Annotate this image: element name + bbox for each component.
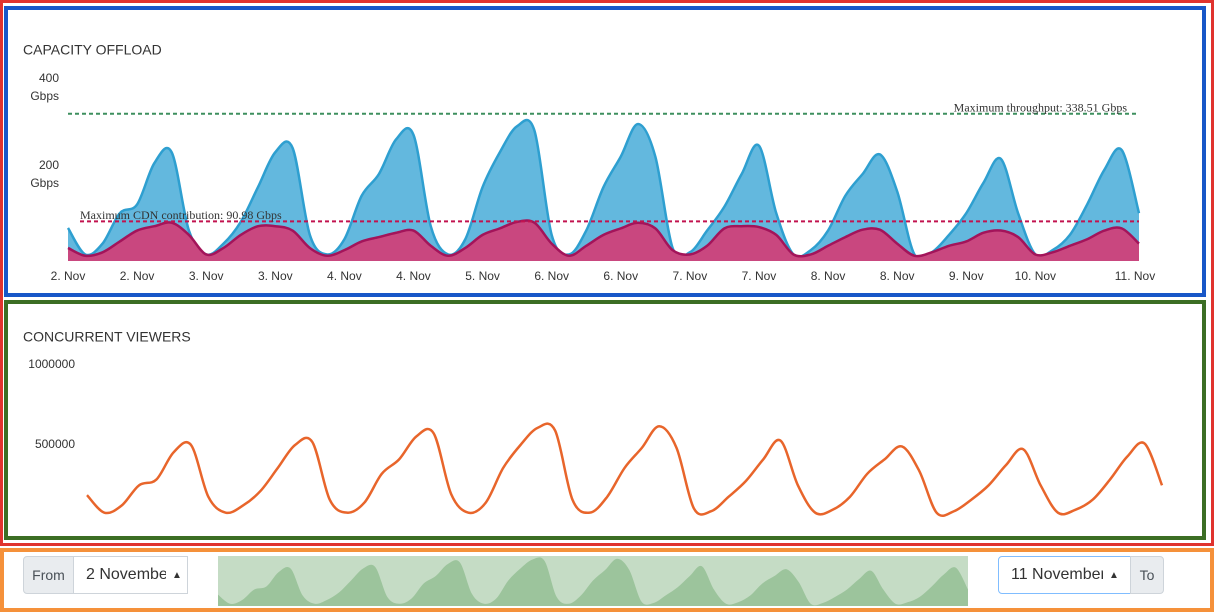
panel-offload (4, 6, 1206, 297)
x-tick-label: 8. Nov (880, 269, 915, 283)
plot-line-label: Maximum CDN contribution: 90.98 Gbps (80, 208, 282, 222)
area-line (67, 219, 1140, 258)
to-label: To (1130, 556, 1164, 594)
navigator-area (218, 557, 968, 606)
chart-title: CAPACITY OFFLOAD (23, 42, 162, 58)
area (68, 220, 1139, 261)
from-value: 2 November (86, 566, 166, 583)
panel-controls (0, 548, 1214, 612)
y-tick-label: 400 Gbps (30, 71, 59, 103)
x-tick-label: 11. Nov (1115, 269, 1155, 283)
frame (0, 0, 1214, 546)
y-tick-label: 200 Gbps (30, 158, 59, 190)
x-tick-label: 3. Nov (189, 269, 224, 283)
select-arrow: ▲︎ (1109, 569, 1119, 581)
select-arrow: ▲︎ (172, 569, 182, 581)
panel-viewers (4, 300, 1206, 540)
area (68, 120, 1139, 261)
x-tick-label: 9. Nov (949, 269, 984, 283)
x-tick-label: 10. Nov (1015, 269, 1056, 283)
to-select[interactable]: 11 November ▲︎ (998, 556, 1131, 594)
to-value: 11 November (1011, 566, 1103, 583)
y-tick-label: 1000000 (28, 357, 75, 371)
chart-title: CONCURRENT VIEWERS (23, 329, 191, 345)
line (86, 422, 1164, 517)
area-line (66, 118, 1141, 261)
x-tick-label: 4. Nov (396, 269, 431, 283)
x-tick-label: 6. Nov (603, 269, 638, 283)
from-label: From (23, 556, 74, 594)
y-tick-label: 500000 (35, 437, 75, 451)
x-tick-label: 2. Nov (51, 269, 86, 283)
x-tick-label: 5. Nov (465, 269, 500, 283)
x-tick-label: 3. Nov (258, 269, 293, 283)
x-tick-label: 7. Nov (742, 269, 777, 283)
from-select[interactable]: 2 November ▲︎ (73, 556, 188, 594)
x-tick-label: 4. Nov (327, 269, 362, 283)
x-tick-label: 2. Nov (120, 269, 155, 283)
x-tick-label: 6. Nov (534, 269, 569, 283)
plot-line-label: Maximum throughput: 338.51 Gbps (954, 100, 1128, 114)
x-tick-label: 8. Nov (811, 269, 846, 283)
x-tick-label: 7. Nov (673, 269, 708, 283)
